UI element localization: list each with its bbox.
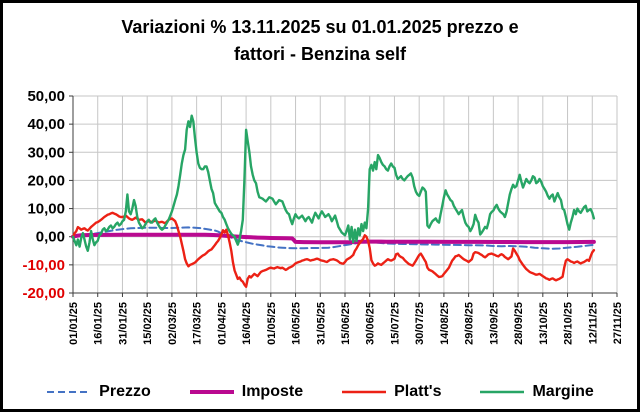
x-axis-label: 13/09/25 bbox=[488, 302, 500, 345]
legend-label: Prezzo bbox=[99, 383, 151, 400]
legend-line-icon bbox=[480, 390, 525, 394]
legend-line-icon bbox=[47, 391, 92, 393]
legend-item-prezzo: Prezzo bbox=[46, 383, 151, 401]
x-axis-label: 12/11/25 bbox=[587, 302, 599, 344]
legend-label: Margine bbox=[532, 383, 594, 400]
legend-label: Platt's bbox=[394, 383, 442, 400]
y-axis-label: 10,00 bbox=[27, 201, 65, 218]
x-axis-label: 15/07/25 bbox=[389, 302, 401, 345]
x-axis-label: 30/06/25 bbox=[365, 302, 377, 345]
series-line-imposte bbox=[71, 232, 596, 245]
chart-title-line1: Variazioni % 13.11.2025 su 01.01.2025 pr… bbox=[121, 17, 519, 37]
x-axis-label: 14/08/25 bbox=[439, 302, 451, 345]
series-line-platts bbox=[71, 211, 596, 288]
x-axis-label: 29/08/25 bbox=[464, 302, 476, 345]
x-axis-label: 30/07/25 bbox=[414, 302, 426, 345]
legend-line-icon bbox=[342, 390, 387, 394]
chart-plot-area: 01/01/25 16/01/25 31/01/25 15/02/25 02/03/25… bbox=[22, 88, 624, 345]
legend-item-platts: Platt's bbox=[341, 383, 441, 401]
x-axis-label: 16/05/25 bbox=[291, 302, 303, 345]
y-axis-label: -10,00 bbox=[22, 257, 65, 274]
x-axis-label: 16/04/25 bbox=[241, 302, 253, 345]
x-axis-label: 01/05/25 bbox=[266, 302, 278, 345]
y-axis-label: 30,00 bbox=[27, 144, 65, 161]
x-axis-label: 31/05/25 bbox=[315, 302, 327, 345]
y-axis-label: 20,00 bbox=[27, 172, 65, 189]
x-axis-label: 17/03/25 bbox=[192, 302, 204, 345]
chart-title-line2: fattori - Benzina self bbox=[233, 44, 407, 64]
x-axis-label: 02/03/25 bbox=[167, 302, 179, 345]
x-axis-label: 13/10/25 bbox=[538, 302, 550, 345]
x-axis-label: 28/09/25 bbox=[513, 302, 525, 345]
x-axis-label: 31/01/25 bbox=[117, 302, 129, 345]
x-axis-label: 27/11/25 bbox=[612, 302, 624, 344]
legend-label: Imposte bbox=[241, 383, 304, 400]
y-axis-label: -20,00 bbox=[22, 285, 65, 302]
chart-legend: Prezzo Imposte Platt's Margine bbox=[3, 383, 637, 401]
x-axis-label: 16/01/25 bbox=[93, 302, 105, 345]
chart-title: Variazioni % 13.11.2025 su 01.01.2025 pr… bbox=[3, 14, 637, 68]
series-line-prezzo bbox=[72, 226, 595, 250]
x-axis-label: 01/01/25 bbox=[68, 302, 80, 345]
legend-line-icon bbox=[189, 390, 234, 394]
y-axis-label: 40,00 bbox=[27, 116, 65, 133]
y-axis-label: 0,00 bbox=[36, 229, 65, 246]
x-axis-label: 15/02/25 bbox=[142, 302, 154, 345]
x-axis-label: 15/06/25 bbox=[340, 302, 352, 345]
legend-item-imposte: Imposte bbox=[189, 383, 303, 401]
series-line-margine bbox=[71, 114, 596, 253]
legend-item-margine: Margine bbox=[479, 383, 594, 401]
y-axis-label: 50,00 bbox=[27, 88, 65, 105]
x-axis-label: 28/10/25 bbox=[563, 302, 575, 345]
x-axis-label: 01/04/25 bbox=[216, 302, 228, 345]
